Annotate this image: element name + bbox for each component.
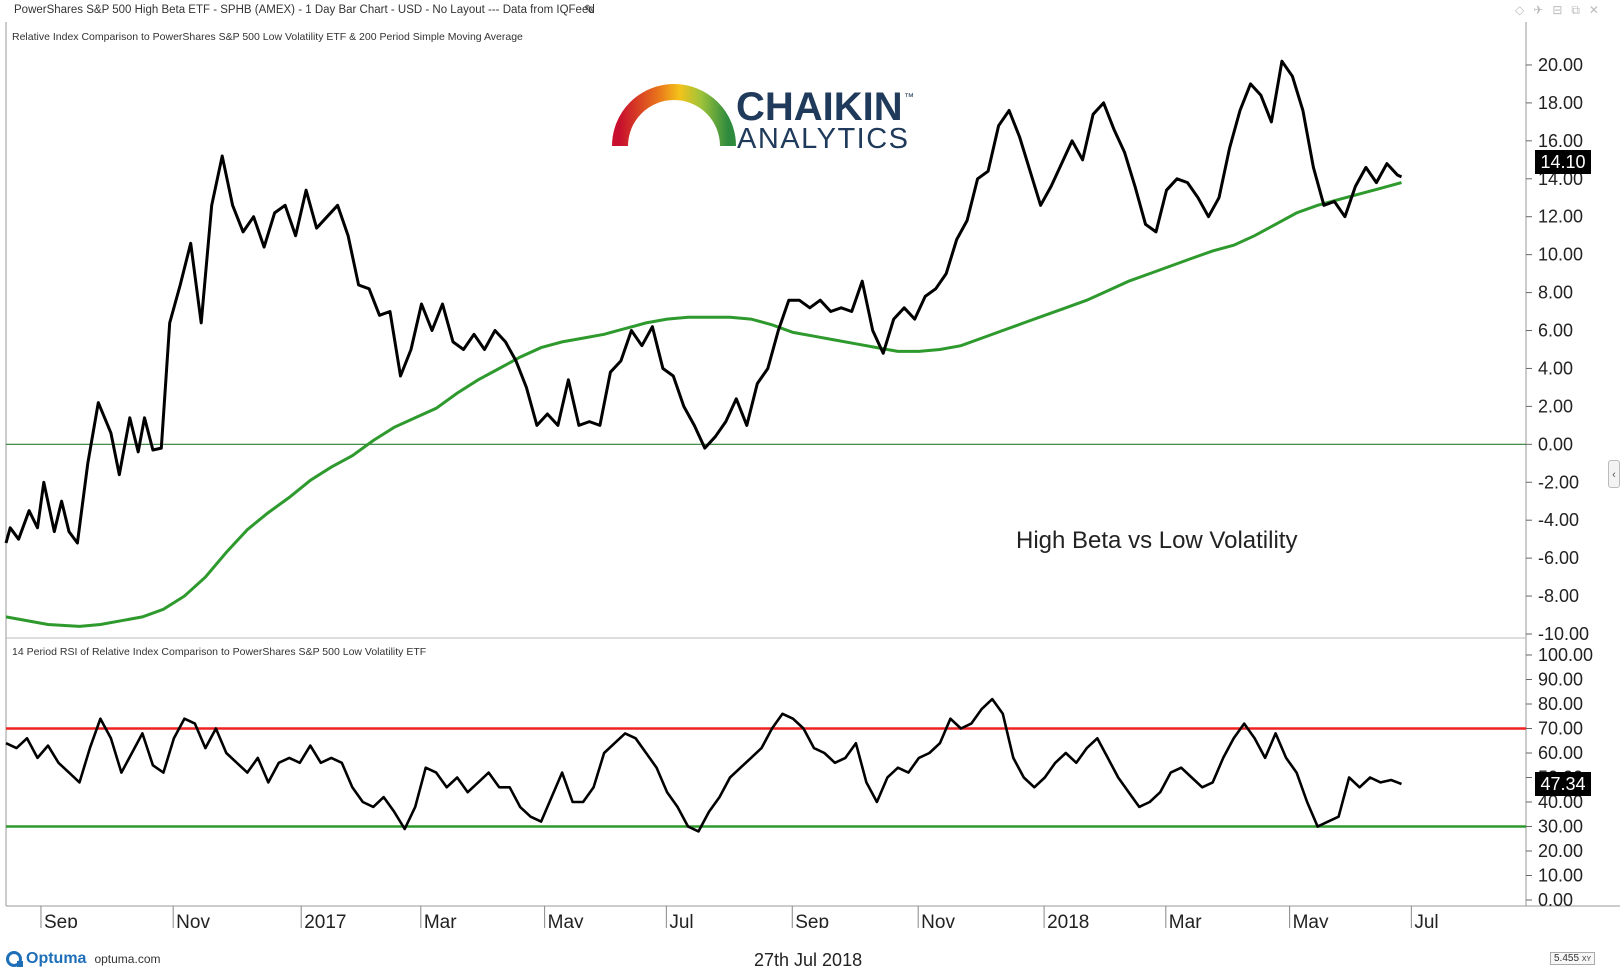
optuma-brand: Optuma [26,950,87,967]
upper-tick-label-14: -8.00 [1538,586,1579,606]
x-tick-label-7: Nov [921,912,955,928]
lower-tick-label-1: 90.00 [1538,670,1583,690]
upper-tick-label-13: -6.00 [1538,548,1579,568]
upper-tick-label-7: 6.00 [1538,321,1573,341]
upper-tick-label-1: 18.00 [1538,93,1583,113]
lower-last-value-tag: 47.34 [1535,772,1591,796]
side-panel-toggle[interactable]: ‹ [1608,460,1620,488]
lower-y-axis: 100.0090.0080.0070.0060.0050.0040.0030.0… [1526,645,1593,910]
upper-y-axis: 20.0018.0016.0014.0012.0010.008.006.004.… [1526,55,1589,644]
upper-tick-label-11: -2.00 [1538,472,1579,492]
upper-last-value-box [1535,150,1591,174]
x-tick-label-6: Sep [795,912,829,928]
upper-tick-label-12: -4.00 [1538,510,1579,530]
logo-tm: ™ [904,92,914,103]
upper-tick-label-2: 16.00 [1538,131,1583,151]
x-axis: Sep Nov 2017 Mar May Jul Sep Nov 2018 Mar May Jul [40,906,1439,928]
upper-tick-label-5: 10.00 [1538,245,1583,265]
x-tick-label-0: Sep [44,912,78,928]
window-controls[interactable]: ◇✈⊟⧉✕ [1515,3,1608,17]
lower-tick-label-6: 40.00 [1538,792,1583,812]
lower-tick-label-0: 100.00 [1538,645,1593,665]
x-tick-label-9: Mar [1169,912,1202,928]
optuma-logo-icon [6,951,23,967]
x-tick-label-5: Jul [669,912,693,928]
x-tick-label-11: Jul [1414,912,1438,928]
chart-annotation: High Beta vs Low Volatility [1016,527,1297,554]
rsi-bounds-group [6,727,1526,828]
logo-arc [612,84,736,147]
lower-tick-label-4: 60.00 [1538,743,1583,763]
logo-text-chaikin: CHAIKIN [736,85,903,129]
x-tick-label-8: 2018 [1047,912,1089,928]
sma-200-line [5,181,1402,628]
lower-tick-label-10: 0.00 [1538,890,1573,910]
zoom-value: 5.455 [1554,953,1580,964]
optuma-url[interactable]: optuma.com [94,952,161,966]
upper-tick-label-0: 20.00 [1538,55,1583,75]
upper-tick-label-8: 4.00 [1538,358,1573,378]
rsi-line [5,697,1402,833]
lower-tick-label-8: 20.00 [1538,841,1583,861]
upper-last-value-tag: 14.10 [1535,150,1591,174]
lower-tick-label-2: 80.00 [1538,694,1583,714]
upper-tick-label-10: 0.00 [1538,434,1573,454]
x-tick-label-10: May [1293,912,1329,928]
x-tick-label-4: May [548,912,584,928]
edit-title-icon[interactable]: ✎ [584,2,595,17]
x-tick-label-2: 2017 [304,912,346,928]
chart-area[interactable]: Relative Index Comparison to PowerShares… [0,22,1620,928]
upper-tick-label-4: 12.00 [1538,207,1583,227]
upper-tick-label-6: 8.00 [1538,283,1573,303]
chart-title: PowerShares S&P 500 High Beta ETF - SPHB… [14,4,595,16]
x-tick-label-1: Nov [176,912,210,928]
chart-date: 27th Jul 2018 [754,950,863,970]
lower-tick-label-9: 10.00 [1538,866,1583,886]
chaikin-logo: CHAIKIN ™ ANALYTICS [612,84,914,155]
lower-tick-label-7: 30.00 [1538,817,1583,837]
logo-text-analytics: ANALYTICS [737,123,910,155]
optuma-footer[interactable]: Optuma optuma.com [6,948,160,970]
zoom-readout[interactable]: 5.455 XY [1550,952,1596,965]
lower-last-value-box [1535,772,1591,796]
title-bar: PowerShares S&P 500 High Beta ETF - SPHB… [0,0,1620,22]
lower-last-value: 47.34 [1540,774,1585,794]
lower-tick-label-3: 70.00 [1538,719,1583,739]
relative-index-line [4,59,1403,545]
x-tick-label-3: Mar [424,912,457,928]
lower-panel-title: 14 Period RSI of Relative Index Comparis… [12,646,426,658]
upper-last-value: 14.10 [1540,152,1585,172]
upper-tick-label-9: 2.00 [1538,396,1573,416]
upper-tick-label-15: -10.00 [1538,624,1589,644]
upper-panel-title: Relative Index Comparison to PowerShares… [12,31,523,43]
